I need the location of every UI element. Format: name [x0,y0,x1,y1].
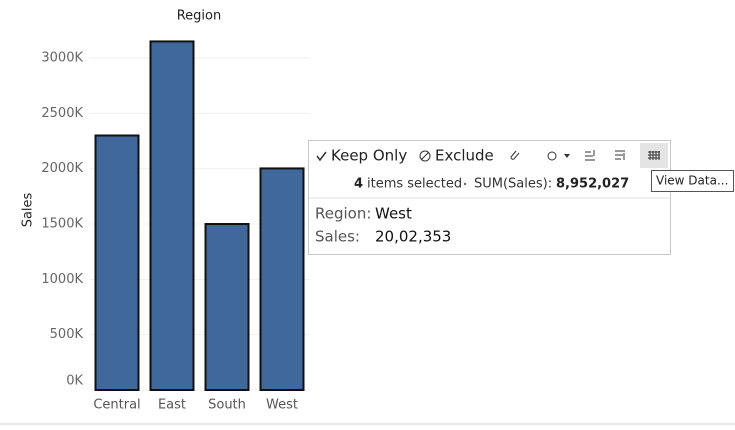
region-value: West [375,205,412,223]
view-data-text: View Data... [656,174,728,188]
keep-only-button[interactable]: Keep Only [331,147,407,165]
selected-text: items selected [367,177,462,192]
y-tick-label: 2500K [41,106,83,121]
y-tick-label: 2000K [41,161,83,176]
bar [204,223,250,391]
bar [94,134,140,391]
view-data-tooltip [651,170,734,192]
check-icon [316,151,327,162]
y-tick-label: 1500K [41,217,83,232]
exclude-icon [419,150,431,162]
tooltip: Keep Only Exclude 4 items selected SUM(S… [308,140,734,255]
x-tick-label: South [208,398,246,413]
set-dropdown[interactable] [564,154,570,158]
sum-value: 8,952,027 [556,177,629,192]
selected-count: 4 [354,177,363,192]
group-icon[interactable] [510,150,520,160]
y-tick-label: 0K [66,374,83,389]
exclude-icon [421,152,429,160]
y-tick-label: 3000K [41,51,83,66]
bar [259,167,305,391]
y-axis-label: Sales [21,192,36,227]
x-tick-label: West [266,398,298,413]
bar [149,40,195,392]
y-tick-label: 1000K [41,272,83,287]
sales-label: Sales: [315,228,360,246]
view-data-icon [648,151,660,160]
chart-title: Region [177,9,222,24]
region-label: Region: [315,205,371,223]
x-tick-label: Central [93,398,140,413]
plot-area: 0K 500K 1000K 1500K 2000K 2500K 3000K Central Ea… [41,40,310,413]
sort-desc-icon[interactable] [615,150,625,160]
sort-asc-icon[interactable] [585,150,595,161]
y-tick-label: 500K [50,327,84,342]
sales-value: 20,02,353 [375,228,451,246]
set-icon[interactable] [547,151,557,161]
separator-dot [463,182,467,186]
x-tick-label: East [158,398,186,413]
sum-label: SUM(Sales): [474,177,552,192]
exclude-button[interactable]: Exclude [435,147,494,165]
